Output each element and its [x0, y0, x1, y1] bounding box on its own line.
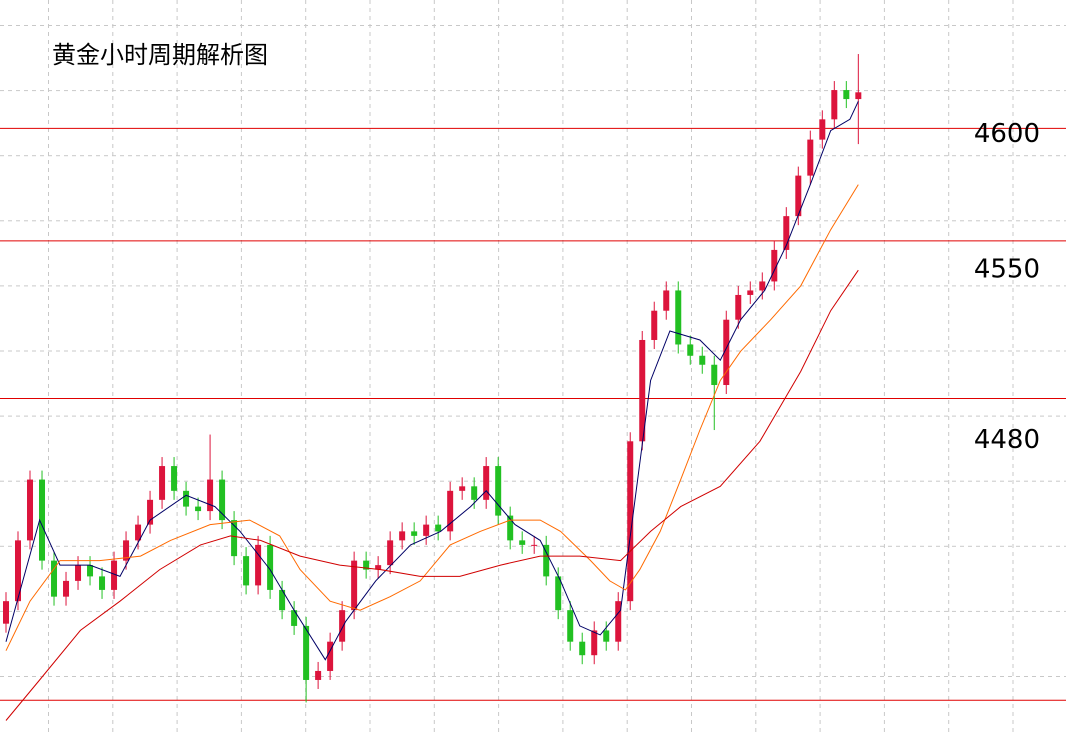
moving-average-line	[5, 101, 859, 661]
candle-body	[423, 524, 430, 536]
candle-body	[495, 466, 502, 516]
candle-body	[15, 540, 22, 602]
candle-body	[507, 515, 514, 541]
candle-body	[579, 641, 586, 656]
candle-body	[99, 576, 106, 590]
candle-body	[771, 249, 778, 282]
candle-body	[243, 556, 250, 586]
candle-body	[279, 589, 286, 611]
candle-body	[567, 610, 574, 642]
candle-body	[291, 610, 298, 626]
candle-body	[543, 544, 550, 577]
candle-body	[687, 344, 694, 356]
candle-body	[855, 92, 862, 100]
candle-body	[447, 490, 454, 532]
candle-body	[375, 565, 382, 570]
level-label: 4600	[974, 119, 1040, 149]
candle-body	[783, 216, 790, 250]
candle-body	[27, 479, 34, 541]
candle-body	[795, 175, 802, 217]
candle-body	[135, 524, 142, 541]
candle-body	[603, 630, 610, 642]
candle-body	[159, 466, 166, 500]
candle-body	[651, 310, 658, 340]
candle-body	[87, 565, 94, 577]
candle-body	[63, 580, 70, 597]
candle-body	[819, 119, 826, 140]
candle-body	[735, 294, 742, 320]
candle-body	[303, 625, 310, 680]
level-label: 4550	[974, 254, 1040, 284]
candle-body	[207, 479, 214, 512]
candle-body	[435, 524, 442, 532]
candle-body	[3, 601, 10, 624]
candle-body	[747, 290, 754, 295]
candle-body	[339, 610, 346, 642]
candle-body	[315, 670, 322, 680]
candle-body	[363, 560, 370, 570]
moving-average-line	[5, 184, 859, 651]
candle-body	[111, 560, 118, 590]
candle-body	[471, 486, 478, 500]
candle-body	[519, 540, 526, 545]
candle-body	[39, 479, 46, 561]
candle-body	[459, 486, 466, 491]
plot	[3, 54, 862, 721]
candle-body	[255, 544, 262, 586]
level-label: 4480	[974, 425, 1040, 455]
candle-body	[219, 479, 226, 521]
candle-body	[387, 540, 394, 566]
candle-body	[615, 601, 622, 642]
candle-body	[831, 90, 838, 120]
candle-body	[843, 90, 850, 100]
candle-body	[195, 506, 202, 512]
candle-body	[147, 499, 154, 525]
candle-body	[759, 281, 766, 291]
candle-body	[555, 576, 562, 611]
candle-body	[627, 441, 634, 602]
candle-body	[411, 531, 418, 536]
moving-average-line	[5, 269, 859, 721]
candle-body	[711, 364, 718, 386]
candle-body	[75, 565, 82, 581]
candle-body	[267, 544, 274, 590]
candle-body	[639, 339, 646, 442]
chart-title: 黄金小时周期解析图	[52, 41, 268, 69]
candle-body	[699, 355, 706, 365]
candle-body	[51, 560, 58, 597]
candle-body	[171, 466, 178, 491]
candle-body	[675, 290, 682, 345]
candle-body	[231, 520, 238, 557]
candle-body	[663, 290, 670, 311]
candle-body	[399, 531, 406, 541]
candle-body	[591, 630, 598, 656]
candle-body	[483, 466, 490, 500]
candle-body	[183, 490, 190, 507]
candle-body	[807, 139, 814, 176]
candle-body	[123, 540, 130, 561]
candle-body	[327, 641, 334, 671]
candle-body	[351, 560, 358, 611]
candle-body	[723, 319, 730, 386]
candle-body	[531, 544, 538, 546]
